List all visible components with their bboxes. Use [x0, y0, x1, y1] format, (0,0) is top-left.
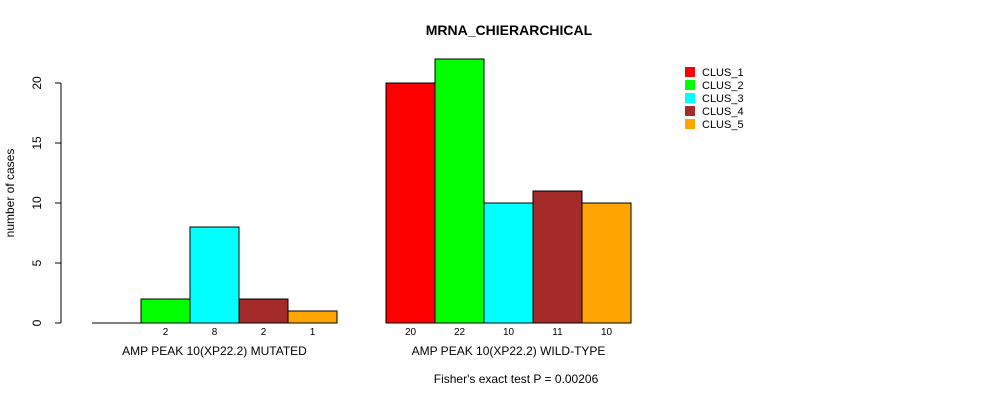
y-tick-label: 10 — [30, 196, 44, 210]
bar-value-label: 22 — [454, 327, 466, 338]
bar-clus-5-group-1 — [287, 310, 338, 324]
bar-clus-5-group-2 — [581, 202, 632, 324]
bars — [92, 58, 632, 324]
y-tick-label: 15 — [30, 136, 44, 150]
legend-label-clus-5: CLUS_5 — [702, 119, 744, 131]
bar-value-label: 2 — [261, 327, 267, 338]
bar-clus-3-group-2 — [483, 202, 534, 324]
group-labels: AMP PEAK 10(XP22.2) MUTATED AMP PEAK 10(X… — [122, 344, 605, 358]
bar-value-labels: 2 8 2 1 20 22 10 11 10 — [163, 327, 613, 338]
bar-value-label: 10 — [503, 327, 515, 338]
bar-clus-2-group-1 — [140, 298, 191, 324]
y-axis: 0 5 10 15 20 — [30, 76, 62, 326]
legend-label-clus-2: CLUS_2 — [702, 80, 744, 92]
y-axis-label: number of cases — [3, 149, 17, 238]
bar-value-label: 20 — [405, 327, 417, 338]
bar-clus-1-group-2 — [385, 82, 436, 324]
bar-value-label: 11 — [552, 327, 563, 338]
bar-clus-4-group-2 — [532, 190, 583, 324]
group-label-2: AMP PEAK 10(XP22.2) WILD-TYPE — [412, 344, 606, 358]
y-tick-label: 20 — [30, 76, 44, 90]
legend-swatch-clus-1 — [685, 67, 695, 77]
bar-clus-3-group-1 — [189, 226, 240, 324]
y-tick-label: 5 — [30, 259, 44, 266]
bar-clus-2-group-2 — [434, 58, 485, 324]
bar-clus-4-group-1 — [238, 298, 289, 324]
bar-value-label: 10 — [601, 327, 613, 338]
fisher-test-footnote: Fisher's exact test P = 0.00206 — [434, 372, 599, 386]
legend-swatch-clus-2 — [685, 80, 695, 90]
group-label-1: AMP PEAK 10(XP22.2) MUTATED — [122, 344, 307, 358]
legend-label-clus-4: CLUS_4 — [702, 106, 744, 118]
chart-title: MRNA_CHIERARCHICAL — [426, 22, 593, 38]
bar-value-label: 8 — [212, 327, 218, 338]
y-tick-label: 0 — [30, 319, 44, 326]
bar-value-label: 2 — [163, 327, 169, 338]
bar-value-label: 1 — [310, 327, 316, 338]
legend-swatch-clus-5 — [685, 119, 695, 129]
legend-swatch-clus-4 — [685, 106, 695, 116]
legend-label-clus-1: CLUS_1 — [702, 67, 744, 79]
legend-swatch-clus-3 — [685, 93, 695, 103]
legend-label-clus-3: CLUS_3 — [702, 93, 744, 105]
